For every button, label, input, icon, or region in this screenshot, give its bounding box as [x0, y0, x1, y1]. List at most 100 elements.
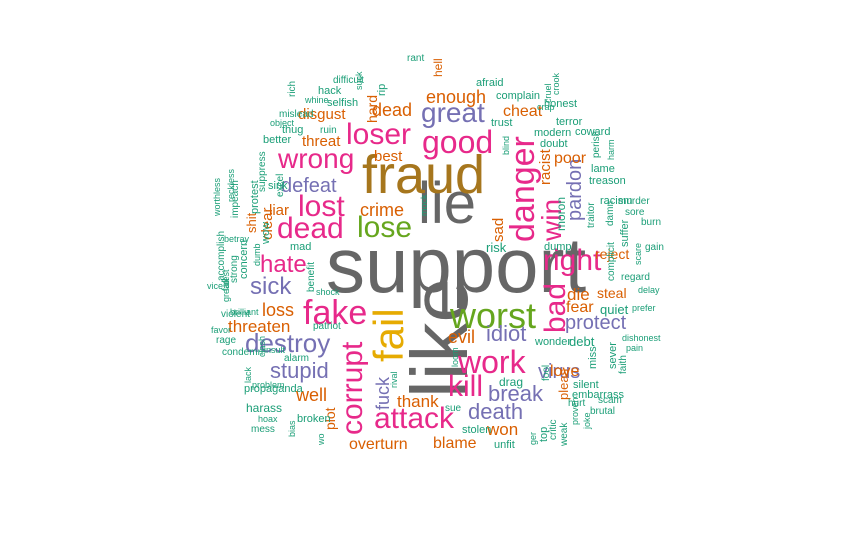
- word-condemn: condemn: [222, 347, 264, 358]
- word-thug: thug: [282, 124, 304, 136]
- word-impeach: impeach: [230, 180, 241, 218]
- word-brilliant: brilliant: [230, 307, 259, 317]
- word-rich: rich: [287, 80, 298, 97]
- word-virus: virus: [538, 361, 581, 383]
- word-cheat: cheat: [503, 103, 543, 120]
- word-attack: attack: [374, 402, 455, 435]
- word-whine: whine: [305, 95, 329, 105]
- word-suppress: suppress: [257, 151, 268, 192]
- word-fear: fear: [566, 299, 594, 316]
- word-well: well: [296, 385, 328, 405]
- word-better: better: [263, 134, 292, 146]
- word-evil: evil: [448, 327, 476, 347]
- word-right: right: [543, 244, 602, 277]
- word-pain: pain: [626, 343, 644, 353]
- word-disgust: disgust: [298, 106, 346, 123]
- word-benefit: benefit: [306, 261, 317, 292]
- word-best: best: [374, 148, 403, 165]
- word-wow: wow: [260, 221, 272, 244]
- word-blind: blind: [501, 135, 511, 155]
- word-honest: honest: [544, 98, 578, 110]
- word-sue: sue: [445, 403, 462, 414]
- word-destroy: destroy: [245, 328, 331, 358]
- word-critic: critic: [548, 419, 559, 440]
- word-hate: hate: [260, 251, 307, 278]
- word-embarrass: embarrass: [572, 389, 624, 401]
- word-silent: silent: [573, 379, 599, 391]
- word-racism: racism: [600, 195, 633, 207]
- word-rant: rant: [407, 53, 425, 64]
- word-wonder: wonder: [535, 336, 572, 348]
- word-burn: burn: [641, 217, 662, 228]
- word-ger: ger: [528, 431, 538, 445]
- word-traitor: traitor: [586, 202, 597, 228]
- word-rage: rage: [216, 335, 237, 346]
- word-insult: insult: [264, 345, 286, 355]
- word-won: won: [487, 420, 519, 439]
- word-mislead: mislead: [279, 109, 314, 120]
- word-mess: mess: [251, 424, 275, 435]
- word-joke: joke: [582, 412, 592, 429]
- word-betray: betray: [224, 234, 250, 244]
- word-hoax: hoax: [258, 414, 278, 424]
- word-quiet: quiet: [600, 302, 629, 317]
- word-corrupt: corrupt: [336, 341, 369, 435]
- word-idiot: idiot: [486, 321, 527, 346]
- word-hurt: hurt: [568, 398, 586, 409]
- word-hell: hell: [431, 58, 445, 77]
- word-delay: delay: [638, 285, 660, 295]
- word-pleas: pleas: [556, 368, 571, 400]
- word-loom: loom: [450, 347, 460, 367]
- word-fraud: fraud: [362, 145, 486, 205]
- word-terror: terror: [556, 116, 583, 128]
- word-overturn: overturn: [349, 436, 408, 453]
- word-faith: faith: [618, 355, 629, 374]
- word-gain: gain: [645, 242, 664, 253]
- word-complicit: complicit: [606, 242, 617, 281]
- word-wrong: wrong: [278, 143, 355, 174]
- word-concern: concern: [238, 239, 250, 279]
- word-loss: loss: [262, 300, 295, 320]
- word-lose: lose: [357, 211, 413, 244]
- word-scare: scare: [633, 242, 643, 265]
- word-greatest: greatest: [221, 269, 231, 302]
- word-threat: threat: [302, 133, 341, 150]
- word-stolen: stolen: [462, 424, 492, 436]
- word-enough: enough: [426, 87, 487, 107]
- word-lie: lie: [418, 171, 477, 236]
- word-weak: weak: [559, 422, 570, 446]
- word-suffer: suffer: [619, 219, 631, 247]
- word-unfit: unfit: [494, 439, 515, 451]
- word-perish: perish: [591, 130, 602, 158]
- word-ruin: ruin: [320, 125, 337, 136]
- word-poor: poor: [554, 150, 587, 167]
- word-rival: rival: [389, 371, 399, 388]
- word-mad: mad: [290, 241, 312, 253]
- word-protect: protect: [565, 312, 627, 334]
- word-favor: favor: [211, 325, 232, 335]
- word-shit: shit: [244, 212, 259, 233]
- word-break: break: [488, 381, 544, 406]
- word-liar: liar: [269, 202, 290, 219]
- word-reject: reject: [595, 246, 630, 262]
- word-crime: crime: [360, 200, 404, 220]
- word-doubt: doubt: [540, 138, 568, 150]
- word-treason: treason: [589, 175, 626, 187]
- word-rip: rip: [376, 83, 388, 96]
- word-fail: fail: [365, 308, 412, 362]
- word-risk: risk: [486, 240, 507, 255]
- word-love: love: [550, 363, 580, 380]
- word-vice: vice: [207, 281, 224, 291]
- word-danger: danger: [504, 136, 542, 242]
- word-modern: modern: [534, 127, 572, 139]
- word-trust: trust: [491, 117, 513, 129]
- word-afraid: afraid: [476, 77, 504, 89]
- word-proven: proven: [570, 397, 580, 425]
- word-steal: steal: [597, 285, 627, 301]
- word-clash: clash: [257, 335, 267, 357]
- word-die: die: [567, 285, 590, 304]
- word-murder: murder: [618, 196, 650, 207]
- word-defeat: defeat: [281, 175, 337, 197]
- word-harass: harass: [246, 401, 283, 415]
- word-difficult: difficult: [333, 75, 364, 86]
